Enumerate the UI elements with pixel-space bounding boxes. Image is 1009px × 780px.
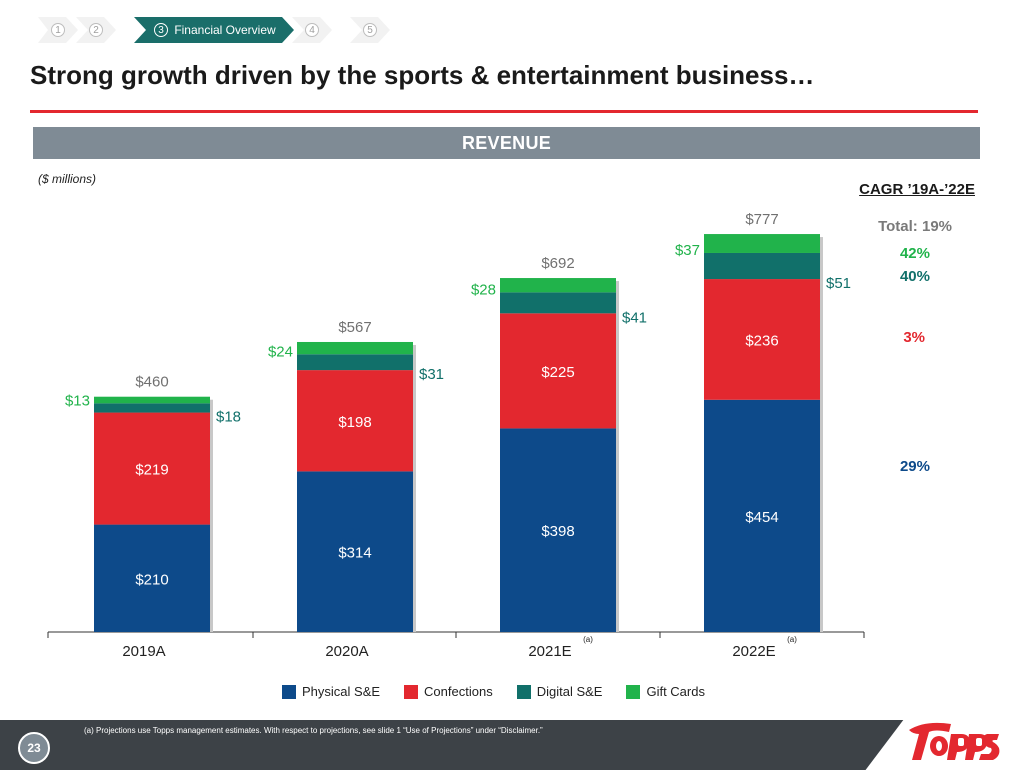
legend-label: Physical S&E	[302, 684, 381, 699]
bar-segment-digital-s-e	[297, 354, 413, 371]
step-4[interactable]: 4	[292, 17, 332, 43]
legend-label: Gift Cards	[646, 684, 705, 699]
step-label: Financial Overview	[174, 23, 276, 37]
step-3[interactable]: 3 Financial Overview	[134, 17, 294, 43]
step-2[interactable]: 2	[76, 17, 116, 43]
x-tick-note: (a)	[583, 635, 593, 644]
digital-value-label: $31	[419, 366, 444, 383]
bar-value-label: $210	[135, 571, 168, 588]
x-tick-label: 2019A	[122, 643, 165, 660]
bar-segment-physical-s-e	[94, 524, 210, 632]
x-tick-label: 2021E	[528, 643, 571, 660]
footer-bar	[0, 720, 1009, 770]
section-banner-label: REVENUE	[461, 132, 552, 153]
bar-segment-confections	[500, 313, 616, 429]
bar-shadow	[413, 344, 416, 632]
bar-value-label: $454	[745, 509, 778, 526]
revenue-chart: $210 $219 $18 $13 $460 2019A $314 $198 $31 $24 $56…	[47, 211, 865, 660]
bar-segment-gift-cards	[500, 278, 616, 293]
gift-value-label: $28	[471, 281, 496, 298]
step-number: 3	[154, 23, 168, 37]
title-divider	[30, 110, 978, 113]
page-number: 23	[18, 732, 50, 764]
bar-shadow	[820, 237, 823, 633]
legend-swatch	[404, 684, 419, 699]
bar-value-label: $236	[745, 332, 778, 349]
step-1[interactable]: 1	[38, 17, 78, 43]
x-tick-note: (a)	[787, 635, 797, 644]
step-number: 2	[89, 23, 103, 37]
cagr-gift-cards: 42%	[899, 245, 930, 262]
gift-value-label: $37	[675, 242, 700, 259]
chart-legend: Physical S&E Confections Digital S&E Gift C…	[282, 684, 729, 699]
topps-logo	[909, 722, 1000, 760]
bar-segment-physical-s-e	[704, 399, 820, 632]
legend-item: Physical S&E	[282, 684, 380, 699]
page-title: Strong growth driven by the sports & ent…	[30, 60, 815, 90]
bar-segment-gift-cards	[94, 396, 210, 404]
bar-segment-physical-s-e	[297, 471, 413, 632]
legend-swatch	[282, 684, 296, 699]
bar-shadow	[616, 281, 619, 632]
footnote: (a) Projections use Topps management est…	[84, 726, 543, 735]
bar-value-label: $398	[541, 523, 574, 540]
digital-value-label: $41	[622, 309, 647, 326]
bar-value-label: $198	[338, 414, 371, 431]
bar-segment-confections	[704, 279, 820, 400]
bar-segment-confections	[297, 370, 413, 472]
cagr-physical: 29%	[899, 458, 930, 475]
bar-segment-gift-cards	[704, 234, 820, 253]
x-tick-label: 2020A	[325, 643, 368, 660]
gift-value-label: $24	[268, 343, 293, 360]
legend-item: Confections	[404, 684, 493, 699]
units-label: ($ millions)	[38, 172, 97, 186]
step-number: 1	[51, 23, 65, 37]
legend-item: Digital S&E	[516, 684, 603, 699]
bar-total-label: $460	[135, 374, 168, 391]
bar-shadow	[210, 399, 213, 632]
bar-segment-physical-s-e	[500, 428, 616, 632]
bar-segment-digital-s-e	[500, 292, 616, 314]
bar-segment-confections	[94, 412, 210, 525]
bar-value-label: $314	[338, 545, 371, 562]
cagr-digital: 40%	[899, 268, 930, 285]
bar-segment-digital-s-e	[704, 252, 820, 280]
bar-segment-gift-cards	[297, 341, 413, 355]
legend-swatch	[626, 684, 641, 699]
step-number: 5	[363, 23, 377, 37]
legend-label: Confections	[424, 684, 493, 699]
legend-swatch	[516, 684, 531, 699]
bar-segment-digital-s-e	[94, 403, 210, 413]
step-number: 4	[305, 23, 319, 37]
digital-value-label: $18	[216, 409, 241, 426]
bar-total-label: $567	[338, 319, 371, 336]
progress-steps: 1 2 3 Financial Overview 4 5	[38, 17, 438, 43]
section-banner: REVENUE	[33, 127, 980, 159]
cagr-title: CAGR ’19A-’22E	[859, 181, 975, 198]
legend-label: Digital S&E	[536, 684, 603, 699]
bar-value-label: $219	[135, 462, 168, 479]
legend-item: Gift Cards	[626, 684, 705, 699]
digital-value-label: $51	[826, 275, 851, 292]
cagr-total: Total: 19%	[878, 218, 952, 235]
gift-value-label: $13	[65, 392, 90, 409]
bar-total-label: $692	[541, 255, 574, 272]
cagr-confections: 3%	[903, 329, 925, 346]
bar-value-label: $225	[541, 364, 574, 381]
x-tick-label: 2022E	[732, 643, 775, 660]
step-5[interactable]: 5	[350, 17, 390, 43]
bar-total-label: $777	[745, 211, 778, 228]
